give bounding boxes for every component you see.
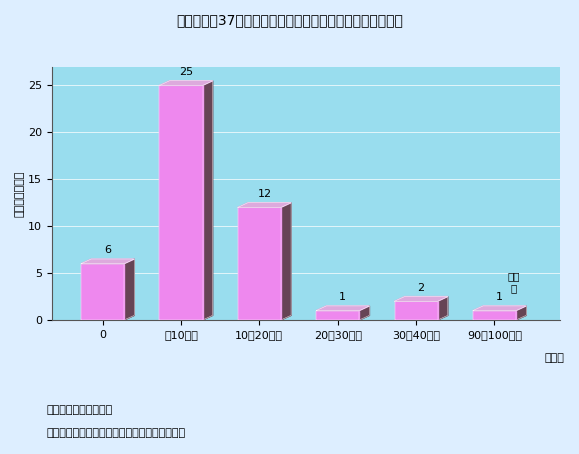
- Text: 第２－７－37図　インターネット接続している学校の割合: 第２－７－37図 インターネット接続している学校の割合: [176, 14, 403, 28]
- Polygon shape: [473, 316, 526, 320]
- Polygon shape: [238, 207, 281, 320]
- Polygon shape: [473, 306, 526, 311]
- Polygon shape: [238, 203, 291, 207]
- Polygon shape: [159, 316, 212, 320]
- Polygon shape: [316, 311, 359, 320]
- Y-axis label: （都道府県数）: （都道府県数）: [15, 170, 25, 217]
- Text: （％）: （％）: [545, 353, 565, 363]
- Polygon shape: [159, 85, 203, 320]
- Polygon shape: [159, 81, 212, 85]
- Polygon shape: [81, 316, 134, 320]
- Text: 25: 25: [179, 67, 193, 77]
- Text: 1: 1: [496, 292, 503, 302]
- Polygon shape: [81, 264, 124, 320]
- Polygon shape: [81, 259, 134, 264]
- Polygon shape: [394, 316, 448, 320]
- Polygon shape: [316, 316, 369, 320]
- Text: 1: 1: [339, 292, 346, 302]
- Polygon shape: [203, 81, 212, 320]
- Text: 2: 2: [417, 283, 425, 293]
- Text: （注）学校とは、小学校、中学校及び高等学校: （注）学校とは、小学校、中学校及び高等学校: [46, 428, 185, 438]
- Polygon shape: [438, 296, 448, 320]
- Polygon shape: [124, 259, 134, 320]
- Polygon shape: [316, 306, 369, 311]
- Polygon shape: [359, 306, 369, 320]
- Polygon shape: [473, 311, 516, 320]
- Polygon shape: [394, 301, 438, 320]
- Text: 岐阜
県: 岐阜 県: [508, 271, 521, 293]
- Polygon shape: [281, 203, 291, 320]
- Text: 12: 12: [257, 189, 272, 199]
- Polygon shape: [516, 306, 526, 320]
- Polygon shape: [394, 296, 448, 301]
- Text: 郵政省資料により作成: 郵政省資料により作成: [46, 405, 112, 415]
- Polygon shape: [238, 316, 291, 320]
- Text: 6: 6: [104, 245, 111, 255]
